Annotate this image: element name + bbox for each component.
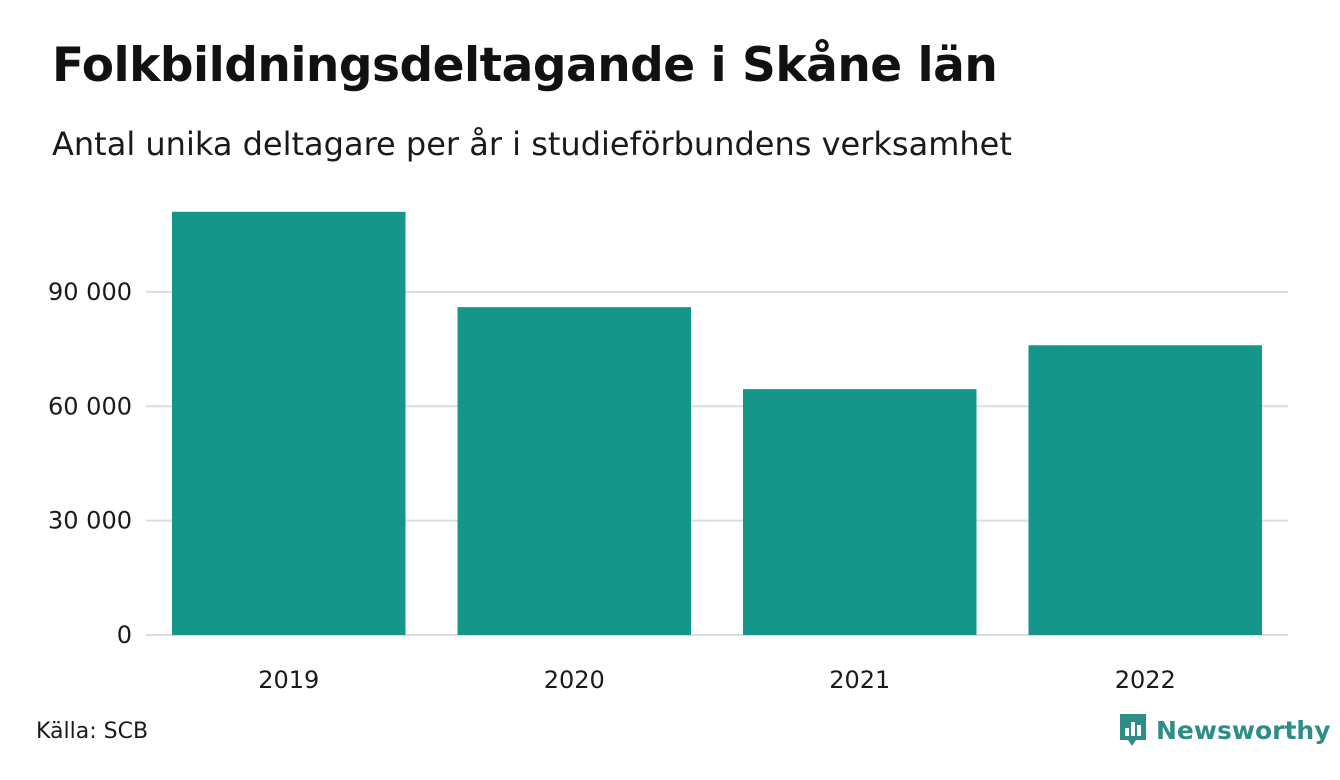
bar-2021 <box>743 389 977 635</box>
x-tick-label: 2019 <box>258 666 319 694</box>
bar-2019 <box>172 211 406 635</box>
bar-2020 <box>457 307 691 635</box>
brand-name: Newsworthy <box>1156 715 1331 745</box>
chart-title: Folkbildningsdeltagande i Skåne län <box>52 38 998 93</box>
x-tick-label: 2022 <box>1115 666 1176 694</box>
y-tick-label: 60 000 <box>48 392 132 420</box>
brand-logo: Newsworthy <box>1118 712 1331 748</box>
source-label: Källa: SCB <box>36 719 149 744</box>
chart-subtitle: Antal unika deltagare per år i studieför… <box>52 125 1012 163</box>
y-tick-label: 90 000 <box>48 278 132 306</box>
x-tick-label: 2020 <box>544 666 605 694</box>
bar-2022 <box>1028 345 1262 635</box>
y-tick-label: 30 000 <box>48 507 132 535</box>
y-tick-label: 0 <box>117 621 132 649</box>
x-tick-label: 2021 <box>829 666 890 694</box>
bar-chart-speech-bubble-icon <box>1120 714 1146 746</box>
